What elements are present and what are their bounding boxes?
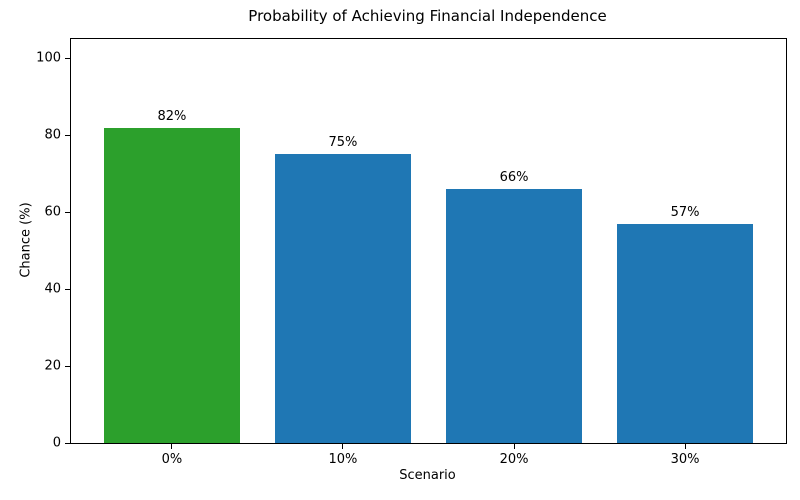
bar-30% [616, 223, 754, 443]
bar-value-label: 75% [328, 135, 358, 151]
y-tick-label: 100 [36, 50, 61, 66]
y-tick-mark [65, 211, 70, 213]
y-tick-mark [65, 288, 70, 290]
x-axis-label: Scenario [399, 468, 456, 483]
y-tick-mark [65, 365, 70, 367]
bar-0% [103, 127, 241, 443]
bar-value-label: 57% [670, 204, 700, 220]
bar-10% [274, 154, 412, 443]
bar-value-label: 82% [157, 108, 187, 124]
y-tick-mark [65, 442, 70, 444]
y-tick-label: 20 [44, 358, 61, 374]
bar-value-label: 66% [499, 170, 529, 186]
x-tick-mark [684, 444, 686, 449]
x-tick-label: 10% [328, 452, 358, 467]
y-tick-mark [65, 134, 70, 136]
x-tick-mark [342, 444, 344, 449]
x-tick-label: 20% [499, 452, 529, 467]
y-tick-label: 60 [44, 204, 61, 220]
plot-area: 0 20 40 60 80 100 82% 0% 75% 10% 66% 20% 57% 30% [36, 38, 787, 467]
x-tick-label: 30% [670, 452, 700, 467]
chart-title: Probability of Achieving Financial Indep… [248, 7, 607, 25]
x-tick-mark [171, 444, 173, 449]
y-tick-label: 40 [44, 281, 61, 297]
bar-20% [445, 189, 583, 443]
x-tick-mark [513, 444, 515, 449]
y-tick-label: 0 [52, 435, 61, 451]
y-tick-label: 80 [44, 127, 61, 143]
y-tick-mark [65, 57, 70, 59]
x-tick-label: 0% [161, 452, 183, 467]
